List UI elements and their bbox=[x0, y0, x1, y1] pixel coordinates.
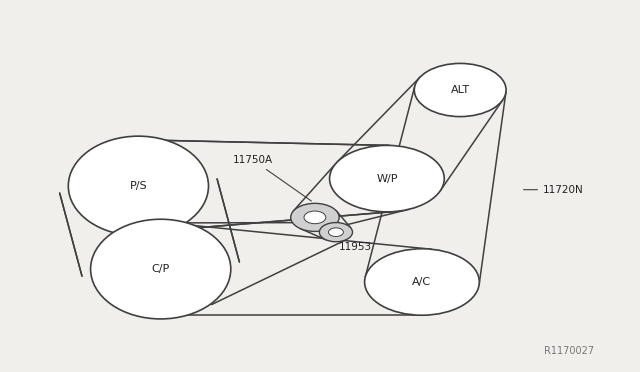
Text: ALT: ALT bbox=[451, 85, 470, 95]
Circle shape bbox=[365, 249, 479, 315]
Ellipse shape bbox=[91, 219, 231, 319]
Circle shape bbox=[330, 145, 444, 212]
Text: 11720N: 11720N bbox=[524, 185, 584, 195]
Circle shape bbox=[291, 203, 339, 231]
Text: A/C: A/C bbox=[412, 277, 431, 287]
Text: W/P: W/P bbox=[376, 174, 397, 184]
Circle shape bbox=[328, 228, 344, 237]
Ellipse shape bbox=[68, 136, 209, 236]
Circle shape bbox=[319, 222, 353, 242]
Circle shape bbox=[304, 211, 326, 224]
Text: C/P: C/P bbox=[152, 264, 170, 274]
Text: 11953: 11953 bbox=[339, 242, 372, 252]
Circle shape bbox=[414, 63, 506, 116]
Text: 11750A: 11750A bbox=[233, 155, 311, 201]
Text: P/S: P/S bbox=[129, 181, 147, 191]
Text: R1170027: R1170027 bbox=[544, 346, 594, 356]
